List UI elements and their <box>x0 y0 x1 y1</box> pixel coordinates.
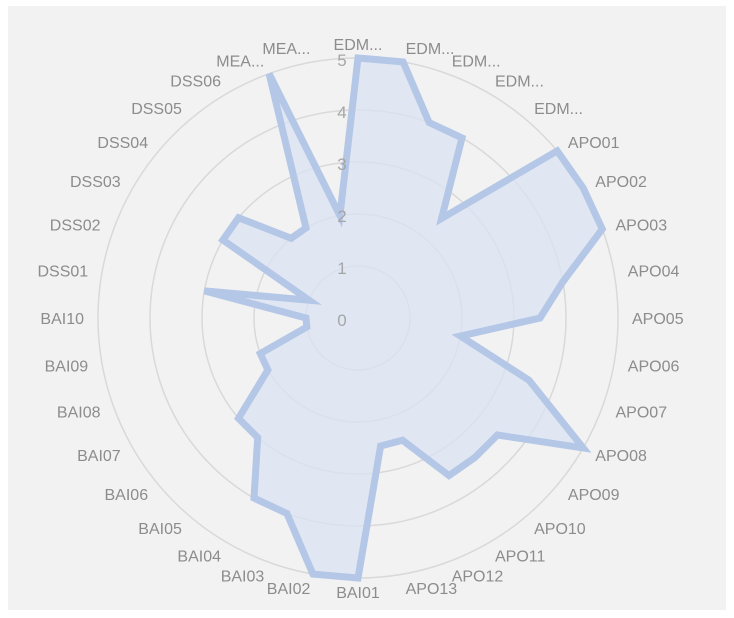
category-label: EDM... <box>406 41 455 58</box>
category-label: DSS06 <box>170 74 221 91</box>
category-label: BAI04 <box>177 548 221 565</box>
radial-axis-ticks: 0 1 2 3 4 5 <box>337 51 346 330</box>
radial-tick-label: 0 <box>337 311 346 330</box>
category-label: EDM... <box>452 54 501 71</box>
radial-tick-label: 4 <box>337 103 346 122</box>
radial-tick-label: 5 <box>337 51 346 70</box>
category-label: APO09 <box>568 487 620 504</box>
radial-tick-label: 1 <box>337 259 346 278</box>
category-label: MEA... <box>262 41 310 58</box>
category-label: APO08 <box>595 448 647 465</box>
category-label: BAI08 <box>57 405 101 422</box>
category-labels: EDM... EDM...EDM...EDM...EDM...APO01APO02… <box>37 37 683 602</box>
category-label: DSS04 <box>97 135 148 152</box>
category-label: APO07 <box>616 405 668 422</box>
category-label: BAI05 <box>138 521 182 538</box>
category-label: APO03 <box>616 217 668 234</box>
category-label: MEA... <box>216 54 264 71</box>
category-label: APO02 <box>595 174 647 191</box>
category-label: EDM... <box>534 101 583 118</box>
category-label: EDM... <box>334 37 383 54</box>
category-label: APO06 <box>628 359 680 376</box>
category-label: APO01 <box>568 135 620 152</box>
category-label: DSS02 <box>50 217 101 234</box>
category-label: BAI03 <box>221 569 265 586</box>
category-label: APO11 <box>495 548 546 565</box>
category-label: DSS01 <box>37 263 88 280</box>
category-label: BAI01 <box>336 585 380 602</box>
category-label: APO10 <box>534 521 586 538</box>
series-area <box>203 54 607 582</box>
category-label: BAI02 <box>267 581 311 598</box>
category-label: EDM... <box>495 74 544 91</box>
category-label: APO12 <box>452 569 504 586</box>
category-label: BAI10 <box>40 311 84 328</box>
category-label: APO04 <box>628 263 680 280</box>
category-label: BAI07 <box>77 448 121 465</box>
category-label: APO05 <box>632 311 684 328</box>
radar-series <box>203 54 607 582</box>
radial-tick-label: 3 <box>337 155 346 174</box>
category-label: DSS05 <box>131 101 182 118</box>
radial-tick-label: 2 <box>337 207 346 226</box>
category-label: BAI09 <box>45 359 89 376</box>
category-label: DSS03 <box>70 174 121 191</box>
category-label: APO13 <box>406 581 458 598</box>
category-label: BAI06 <box>105 487 149 504</box>
